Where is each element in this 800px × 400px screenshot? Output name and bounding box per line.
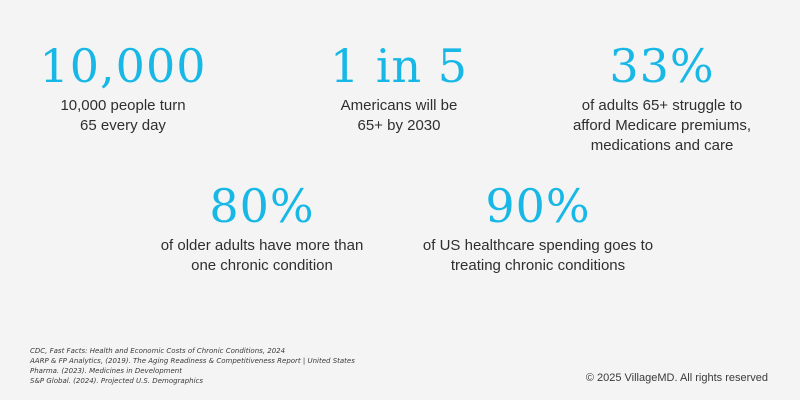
sources-list: CDC, Fast Facts: Health and Economic Cos… xyxy=(30,346,390,386)
stat-value: 10,000 xyxy=(39,39,207,93)
stat-description-line: afford Medicare premiums, xyxy=(572,117,752,134)
stat-description-line: one chronic condition xyxy=(191,257,333,274)
stat-americans-65-plus: 1 in 5 Americans will be 65+ by 2030 xyxy=(330,40,468,136)
copyright-notice: © 2025 VillageMD. All rights reserved xyxy=(585,372,768,384)
stat-description-line: 65+ by 2030 xyxy=(357,117,441,134)
source-citation: CDC, Fast Facts: Health and Economic Cos… xyxy=(30,347,286,355)
stat-description: Americans will be 65+ by 2030 xyxy=(330,96,468,136)
stat-description-line: Americans will be xyxy=(340,97,458,114)
stat-description: 10,000 people turn 65 every day xyxy=(40,96,207,136)
stat-healthcare-spending: 90% of US healthcare spending goes to tr… xyxy=(423,180,653,276)
stat-description-line: 65 every day xyxy=(80,117,166,134)
stat-description-line: of adults 65+ struggle to xyxy=(581,97,743,114)
stat-people-turn-65: 10,000 10,000 people turn 65 every day xyxy=(40,40,207,136)
stat-description: of US healthcare spending goes to treati… xyxy=(423,236,653,276)
stat-medicare-struggle: 33% of adults 65+ struggle to afford Med… xyxy=(573,40,751,156)
source-citation: S&P Global. (2024). Projected U.S. Demog… xyxy=(30,377,204,385)
stat-description-line: treating chronic conditions xyxy=(450,257,626,274)
stat-description: of older adults have more than one chron… xyxy=(161,236,364,276)
source-citation: Pharma. (2023). Medicines in Development xyxy=(30,367,182,375)
stat-value: 90% xyxy=(485,179,591,233)
source-citation: AARP & FP Analytics, (2019). The Aging R… xyxy=(30,357,355,365)
stat-value: 80% xyxy=(209,179,315,233)
stat-value: 33% xyxy=(609,39,715,93)
stat-description: of adults 65+ struggle to afford Medicar… xyxy=(573,96,751,156)
stat-description-line: of older adults have more than xyxy=(160,237,364,254)
stat-value: 1 in 5 xyxy=(329,39,469,93)
stat-chronic-condition: 80% of older adults have more than one c… xyxy=(161,180,364,276)
stat-description-line: 10,000 people turn xyxy=(60,97,186,114)
stat-description-line: medications and care xyxy=(590,137,734,154)
stat-description-line: of US healthcare spending goes to xyxy=(422,237,654,254)
